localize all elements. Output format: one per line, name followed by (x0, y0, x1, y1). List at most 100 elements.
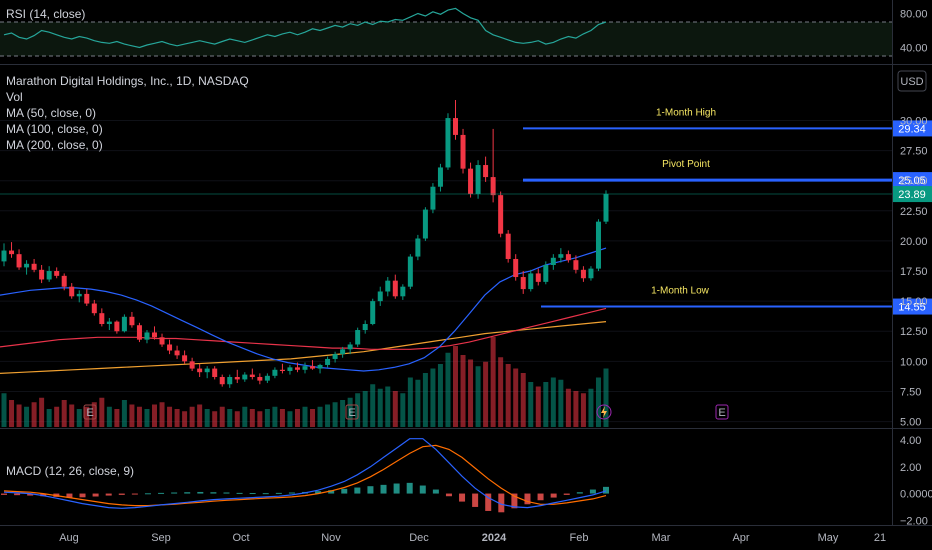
candle-body (490, 177, 496, 196)
candle-body (362, 324, 368, 331)
macd-panel[interactable]: 4.00 2.00 0.0000 −2.00 (1, 435, 932, 527)
candle-body (603, 193, 609, 222)
candle-body (483, 165, 489, 178)
volume-bar (227, 409, 233, 427)
candle-body (144, 332, 150, 340)
volume-bar (415, 379, 421, 427)
candle-body (475, 165, 481, 194)
level-label: 1-Month Low (651, 286, 710, 297)
lightning-bolt (601, 406, 607, 418)
macd-histogram-bar (603, 486, 609, 494)
candle-body (385, 280, 391, 292)
candle-body (580, 269, 586, 279)
level-lines[interactable]: 1-Month High 29.34 Pivot Point 25.05 1-Month… (0, 107, 932, 420)
volume-bar (325, 404, 331, 427)
macd-tick-label: −2.00 (900, 515, 928, 527)
volume-bar (475, 366, 481, 427)
volume-bar (287, 411, 293, 427)
volume-bar (528, 382, 534, 427)
macd-histogram-bar (563, 493, 570, 495)
candle-body (9, 250, 15, 255)
candle-body (392, 280, 398, 297)
time-tick-label: 21 (874, 532, 886, 544)
volume-bars (1, 337, 609, 427)
macd-tick-label: 2.00 (900, 462, 921, 474)
candle-body (136, 325, 142, 340)
macd-histogram-bar (589, 489, 596, 494)
volume-bar (565, 388, 571, 427)
candle-body (520, 277, 526, 290)
volume-bar (498, 357, 504, 427)
price-tick-label: 27.50 (900, 146, 928, 158)
candle-body (167, 344, 173, 351)
price-tick-label: 25.00 (900, 176, 928, 188)
candle-body (460, 134, 466, 169)
candle-body (347, 344, 353, 350)
candle-body (197, 368, 203, 373)
candle-body (31, 263, 37, 270)
macd-histogram-bar (472, 493, 479, 507)
volume-bar (46, 409, 52, 427)
volume-bar (430, 368, 436, 427)
time-tick-label: Apr (732, 532, 749, 544)
candle-body (272, 369, 278, 376)
candle-body (287, 367, 293, 371)
currency-button[interactable]: USD (897, 70, 927, 92)
volume-bar (302, 406, 308, 427)
volume-bar (197, 404, 203, 427)
time-tick-label: Dec (409, 532, 429, 544)
volume-bar (460, 355, 466, 427)
volume-bar (468, 359, 474, 427)
rsi-tick-label: 80.00 (900, 9, 928, 21)
candle-body (565, 254, 571, 261)
macd-histogram-bar (262, 493, 269, 495)
candlesticks[interactable] (1, 100, 609, 388)
volume-bar (294, 409, 300, 427)
macd-histogram-bar (197, 491, 204, 494)
macd-histogram-bar (550, 493, 557, 498)
earnings-box (715, 404, 729, 420)
volume-bar (580, 393, 586, 427)
macd-histogram-bar (144, 493, 151, 495)
vol-label: Vol (6, 90, 23, 104)
volume-bar (535, 386, 541, 427)
candle-body (302, 366, 308, 370)
macd-histogram-bar (118, 493, 125, 495)
volume-bar (39, 397, 45, 427)
volume-bar (257, 411, 263, 427)
volume-bar (242, 406, 248, 427)
candle-body (445, 118, 451, 168)
candle-body (204, 368, 210, 373)
macd-histogram-bar (184, 492, 191, 494)
ma200-line (0, 321, 607, 374)
candle-body (377, 291, 383, 302)
candle-body (91, 303, 97, 314)
candle-body (159, 337, 165, 345)
earnings-box (83, 404, 97, 420)
macd-tick-label: 4.00 (900, 435, 921, 447)
macd-histogram-bar (367, 486, 374, 494)
macd-histogram-bar (341, 488, 348, 494)
candle-body (234, 377, 240, 380)
macd-histogram-bar (79, 493, 86, 498)
candle-body (528, 273, 534, 290)
candle-body (257, 377, 263, 381)
volume-bar (91, 402, 97, 427)
candle-body (400, 286, 406, 297)
candle-body (595, 221, 601, 269)
candle-body (573, 260, 579, 270)
macd-histogram-bar (171, 492, 178, 494)
volume-bar (31, 402, 37, 427)
candle-body (407, 256, 413, 287)
candle-body (69, 286, 75, 297)
rsi-panel[interactable]: 80.00 40.00 (0, 7, 928, 57)
macd-histogram-bar (105, 493, 112, 496)
macd-histogram-bar (406, 482, 413, 494)
time-tick-label: Oct (232, 532, 249, 544)
chart-title: Marathon Digital Holdings, Inc., 1D, NAS… (6, 74, 249, 88)
candle-body (437, 167, 443, 187)
earnings-box (345, 404, 359, 420)
volume-bar (520, 373, 526, 427)
volume-bar (167, 406, 173, 427)
